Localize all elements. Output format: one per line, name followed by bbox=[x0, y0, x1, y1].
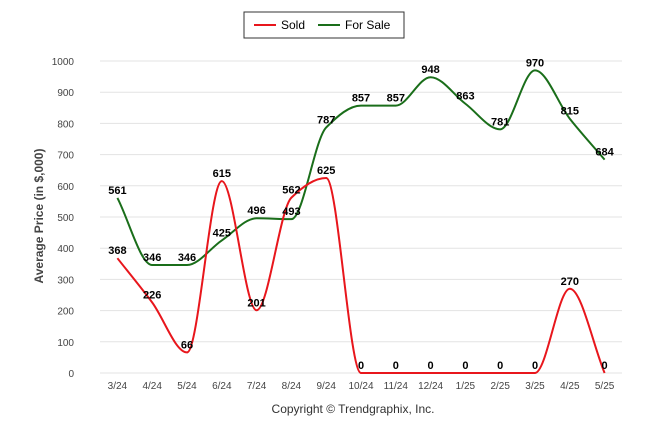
y-tick-label: 300 bbox=[57, 275, 74, 286]
series-line-sold bbox=[116, 176, 606, 374]
data-label-for-sale: 787 bbox=[317, 114, 335, 126]
data-label-for-sale: 346 bbox=[178, 252, 196, 264]
x-tick-label: 4/24 bbox=[142, 381, 162, 392]
series-lines bbox=[116, 69, 606, 374]
legend-label-sold: Sold bbox=[281, 18, 305, 32]
data-label-sold: 615 bbox=[213, 168, 231, 180]
x-tick-label: 1/25 bbox=[456, 381, 476, 392]
x-tick-label: 2/25 bbox=[490, 381, 510, 392]
x-tick-label: 10/24 bbox=[348, 381, 373, 392]
y-tick-label: 100 bbox=[57, 338, 74, 349]
data-label-sold: 0 bbox=[428, 360, 434, 372]
data-label-sold: 562 bbox=[282, 185, 300, 197]
data-label-for-sale: 815 bbox=[561, 106, 579, 118]
data-label-sold: 625 bbox=[317, 165, 335, 177]
legend[interactable]: Sold For Sale bbox=[243, 11, 405, 39]
y-axis-ticks: 0 100 200 300 400 500 600 700 800 900 1000 bbox=[52, 57, 75, 380]
y-tick-label: 800 bbox=[57, 119, 74, 130]
y-tick-label: 700 bbox=[57, 151, 74, 162]
data-label-for-sale: 857 bbox=[352, 93, 370, 105]
copyright-text: Copyright © Trendgraphix, Inc. bbox=[272, 402, 435, 416]
x-tick-label: 6/24 bbox=[212, 381, 232, 392]
x-tick-label: 3/24 bbox=[108, 381, 128, 392]
x-tick-label: 12/24 bbox=[418, 381, 443, 392]
data-label-sold: 226 bbox=[143, 289, 161, 301]
legend-label-for-sale: For Sale bbox=[345, 18, 391, 32]
y-tick-label: 400 bbox=[57, 244, 74, 255]
grid bbox=[100, 60, 622, 374]
data-label-for-sale: 684 bbox=[595, 147, 614, 159]
series-line-for-sale bbox=[116, 69, 606, 267]
x-tick-label: 4/25 bbox=[560, 381, 580, 392]
data-label-for-sale: 781 bbox=[491, 116, 509, 128]
y-tick-label: 200 bbox=[57, 307, 74, 318]
y-tick-label: 500 bbox=[57, 213, 74, 224]
data-label-for-sale: 948 bbox=[421, 64, 439, 76]
x-axis-ticks: 3/24 4/24 5/24 6/24 7/24 8/24 9/24 10/24 11/24 12… bbox=[108, 381, 615, 392]
data-label-sold: 201 bbox=[247, 297, 265, 309]
x-tick-label: 8/24 bbox=[282, 381, 302, 392]
y-tick-label: 900 bbox=[57, 88, 74, 99]
data-labels: 368 226 66 615 201 562 625 0 0 0 0 0 0 270 0 561 346 346 4… bbox=[108, 57, 614, 372]
data-label-sold: 66 bbox=[181, 339, 193, 351]
data-label-sold: 270 bbox=[561, 276, 579, 288]
x-tick-label: 7/24 bbox=[247, 381, 267, 392]
data-label-sold: 0 bbox=[393, 360, 399, 372]
data-label-for-sale: 857 bbox=[387, 93, 405, 105]
data-label-for-sale: 970 bbox=[526, 57, 544, 69]
data-label-for-sale: 863 bbox=[456, 91, 474, 103]
data-label-sold: 0 bbox=[358, 360, 364, 372]
data-label-for-sale: 493 bbox=[282, 206, 300, 218]
x-tick-label: 5/24 bbox=[177, 381, 197, 392]
x-tick-label: 5/25 bbox=[595, 381, 615, 392]
data-label-sold: 0 bbox=[462, 360, 468, 372]
x-tick-label: 11/24 bbox=[384, 381, 409, 392]
data-label-for-sale: 425 bbox=[213, 227, 231, 239]
data-label-sold: 0 bbox=[532, 360, 538, 372]
y-tick-label: 0 bbox=[68, 369, 74, 380]
data-label-sold: 0 bbox=[497, 360, 503, 372]
y-axis-title: Average Price (in $,000) bbox=[32, 149, 46, 284]
data-label-for-sale: 496 bbox=[247, 205, 265, 217]
y-tick-label: 1000 bbox=[52, 57, 75, 68]
data-label-sold: 368 bbox=[108, 245, 126, 257]
data-label-for-sale: 346 bbox=[143, 252, 161, 264]
data-label-sold: 0 bbox=[602, 360, 608, 372]
x-tick-label: 9/24 bbox=[316, 381, 336, 392]
x-tick-label: 3/25 bbox=[525, 381, 545, 392]
data-label-for-sale: 561 bbox=[108, 185, 126, 197]
y-tick-label: 600 bbox=[57, 182, 74, 193]
